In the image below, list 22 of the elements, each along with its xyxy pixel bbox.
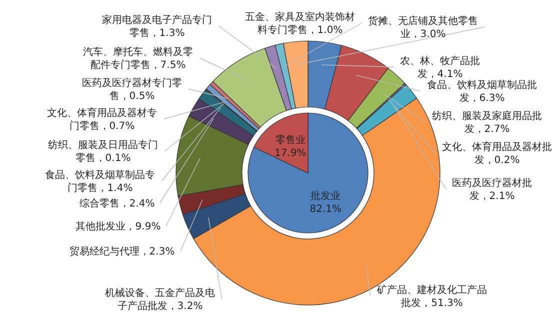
slice-label: 食品、饮料及烟草制品批发，6.3% [427, 79, 537, 104]
slice-label: 其他批发业，9.9% [75, 220, 161, 232]
slice-label: 五金、家具及室内装饰材料专门零售，1.0% [245, 11, 355, 36]
slice-label: 贸易经纪与代理，2.3% [69, 246, 175, 258]
slice-label: 汽车、摩托车、燃料及零配件专门零售，7.5% [83, 46, 193, 71]
slice-label: 机械设备、五金产品及电子产品批发，3.2% [105, 287, 215, 312]
slice-label: 食品、饮料及烟草制品专门零售，1.4% [45, 169, 155, 194]
slice-label: 文化、体育用品及器材专门零售，0.7% [47, 107, 157, 132]
slice-label: 矿产品、建材及化工产品批发，51.3% [376, 284, 487, 309]
slice-label: 零售业 [275, 134, 306, 146]
slice-label: 纺织、服装及日用品专门零售，0.1% [48, 139, 158, 164]
slice-label: 批发业 [310, 190, 341, 202]
slice-label: 医药及医疗器材专门零售，0.5% [82, 77, 182, 102]
slice-label: 货摊、无店铺及其他零售业，3.0% [368, 15, 478, 40]
slice-label: 综合零售，2.4% [79, 198, 155, 210]
data-label: 82.1% [310, 204, 342, 215]
data-label: 17.9% [274, 148, 306, 160]
slice-label: 文化、体育用品及器材批发，0.2% [442, 141, 552, 166]
slice-label: 农、林、牧产品批发，4.1% [400, 55, 480, 80]
slice-label: 纺织、服装及家庭用品批发，2.7% [432, 110, 542, 135]
slice-label: 医药及医疗器材批发，2.1% [452, 177, 532, 202]
slice-label: 家用电器及电子产品专门零售，1.3% [102, 14, 212, 39]
